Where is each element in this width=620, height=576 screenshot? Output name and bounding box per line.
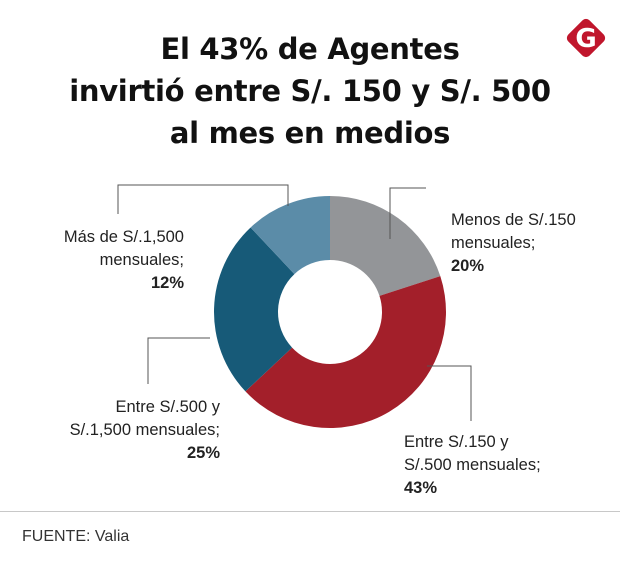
slice-label-line: Más de S/.1,500 [63, 228, 184, 246]
leader-line-menos-150 [389, 187, 426, 239]
chart-title: El 43% de Agentes invirtió entre S/. 150… [0, 28, 620, 154]
leader-line-mas-1500 [117, 184, 289, 214]
donut-slices [214, 196, 447, 428]
slice-menos-150 [330, 196, 441, 296]
slice-label-150-500: Entre S/.150 y S/.500 mensuales; 43% [404, 431, 541, 500]
slice-label-mas-1500: Más de S/.1,500 mensuales; 12% [64, 226, 184, 295]
footer-divider [0, 511, 620, 512]
slice-value-label: 25% [186, 444, 220, 462]
source-note: FUENTE: Valia [22, 528, 130, 545]
slice-label-line: S/.500 mensuales; [404, 456, 541, 474]
slice-value-label: 12% [150, 274, 184, 292]
slice-label-menos-150: Menos de S/.150 mensuales; 20% [451, 209, 576, 278]
leader-line-150-500 [427, 365, 472, 421]
slice-value-label: 20% [451, 257, 485, 275]
slice-label-line: mensuales; [451, 234, 536, 252]
leader-lines [117, 184, 472, 421]
slice-label-500-1500: Entre S/.500 y S/.1,500 mensuales; 25% [70, 396, 220, 465]
title-line-2: invirtió entre S/. 150 y S/. 500 [69, 74, 551, 108]
title-line-3: al mes en medios [169, 116, 451, 150]
slice-label-line: S/.1,500 mensuales; [69, 421, 220, 439]
brand-logo-icon: G [566, 18, 606, 58]
slice-label-line: Entre S/.500 y [115, 398, 220, 416]
slice-mas-1500 [250, 196, 330, 275]
slice-150-500 [245, 276, 447, 428]
slice-label-line: mensuales; [99, 251, 184, 269]
logo-letter: G [575, 24, 596, 54]
slice-value-label: 43% [404, 479, 438, 497]
slice-label-line: Menos de S/.150 [451, 211, 576, 229]
slice-500-1500 [214, 227, 295, 392]
title-line-1: El 43% de Agentes [160, 32, 460, 66]
leader-line-500-1500 [147, 337, 210, 384]
slice-label-line: Entre S/.150 y [404, 433, 509, 451]
